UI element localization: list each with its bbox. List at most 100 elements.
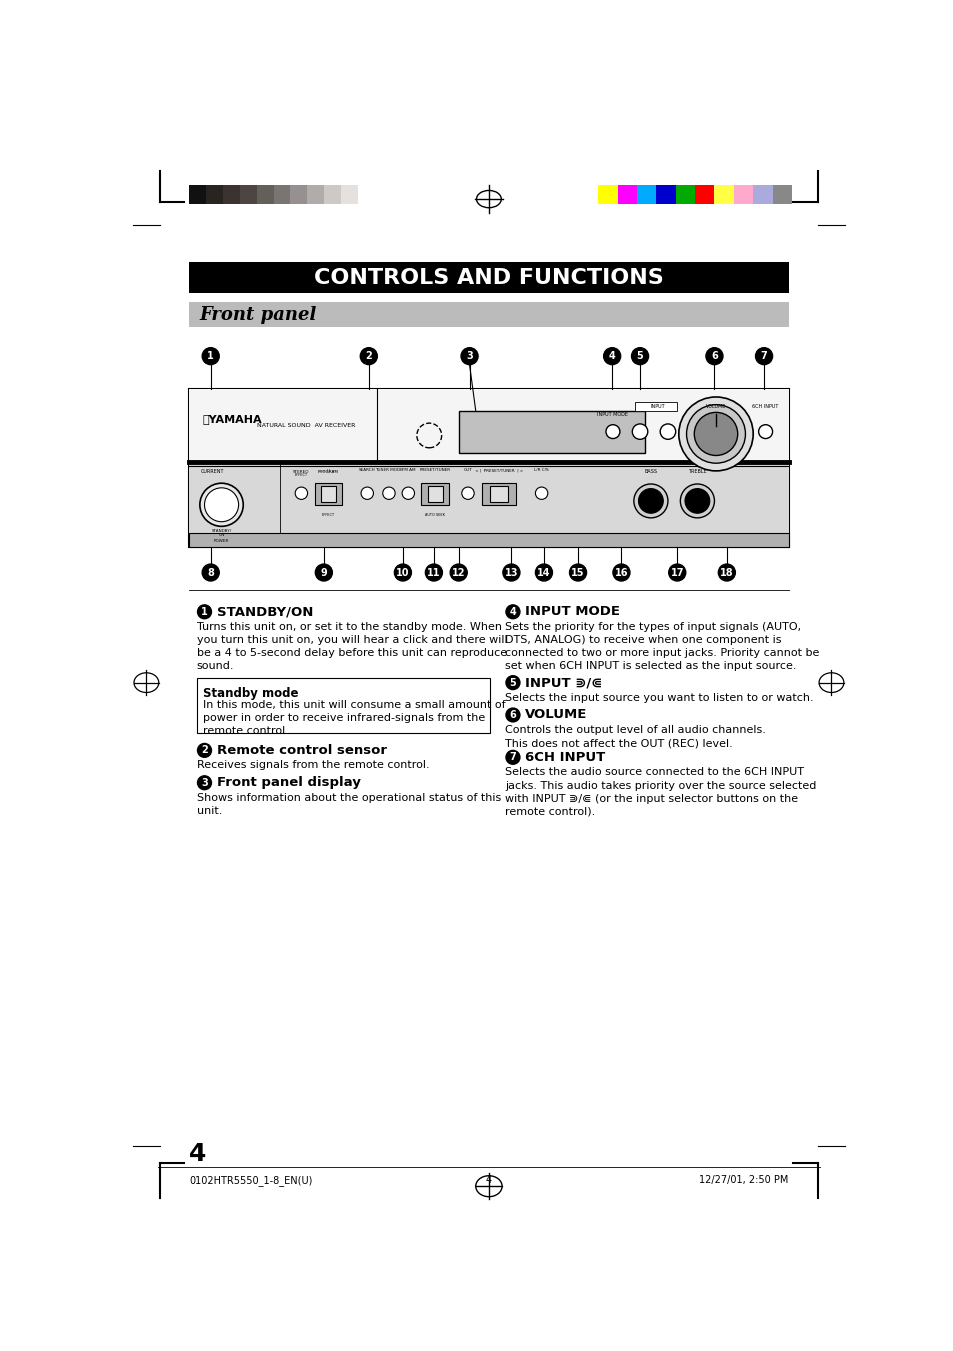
Circle shape bbox=[612, 565, 629, 581]
Circle shape bbox=[202, 347, 219, 365]
Text: PROGRAM: PROGRAM bbox=[317, 470, 338, 474]
Text: INPUT ⋑/⋐: INPUT ⋑/⋐ bbox=[525, 676, 602, 689]
Text: POWER: POWER bbox=[213, 539, 229, 543]
Text: Front panel: Front panel bbox=[199, 305, 317, 324]
Text: 9: 9 bbox=[320, 567, 327, 577]
Circle shape bbox=[758, 424, 772, 439]
Circle shape bbox=[197, 743, 212, 758]
Text: CURRENT: CURRENT bbox=[200, 469, 224, 474]
Text: INPUT MODE: INPUT MODE bbox=[525, 605, 619, 619]
Bar bbox=[481, 484, 516, 505]
Circle shape bbox=[425, 565, 442, 581]
Circle shape bbox=[294, 488, 307, 500]
Text: 10: 10 bbox=[395, 567, 409, 577]
Bar bbox=[772, 185, 791, 204]
Text: 4: 4 bbox=[189, 1142, 206, 1166]
Circle shape bbox=[755, 347, 772, 365]
Text: Selects the input source you want to listen to or watch.: Selects the input source you want to lis… bbox=[505, 693, 813, 703]
Circle shape bbox=[705, 347, 722, 365]
Text: 5: 5 bbox=[636, 351, 642, 361]
Circle shape bbox=[382, 488, 395, 500]
Text: Turns this unit on, or set it to the standby mode. When
you turn this unit on, y: Turns this unit on, or set it to the sta… bbox=[196, 621, 507, 671]
Bar bbox=[714, 185, 733, 204]
Circle shape bbox=[679, 397, 753, 471]
Text: 4: 4 bbox=[608, 351, 615, 361]
Text: 12/27/01, 2:50 PM: 12/27/01, 2:50 PM bbox=[699, 1175, 788, 1185]
Text: PRESET/TUNER: PRESET/TUNER bbox=[419, 467, 451, 471]
Circle shape bbox=[668, 565, 685, 581]
Circle shape bbox=[694, 412, 737, 455]
Circle shape bbox=[450, 565, 467, 581]
Circle shape bbox=[197, 775, 212, 790]
Text: 15: 15 bbox=[571, 567, 584, 577]
Bar bbox=[256, 185, 274, 204]
Circle shape bbox=[679, 484, 714, 517]
Text: Sets the priority for the types of input signals (AUTO,
DTS, ANALOG) to receive : Sets the priority for the types of input… bbox=[505, 621, 819, 671]
Bar bbox=[753, 185, 772, 204]
Text: STANDBY/
ON: STANDBY/ ON bbox=[212, 528, 232, 538]
Circle shape bbox=[603, 347, 620, 365]
Text: FM AM: FM AM bbox=[401, 467, 415, 471]
Circle shape bbox=[199, 484, 243, 527]
Bar bbox=[421, 484, 449, 505]
Text: 1: 1 bbox=[207, 351, 213, 361]
Text: EFFECT: EFFECT bbox=[294, 473, 308, 477]
Text: L/R C/S: L/R C/S bbox=[534, 467, 548, 471]
Circle shape bbox=[460, 347, 477, 365]
Text: 6: 6 bbox=[710, 351, 717, 361]
Text: AUTO SEEK: AUTO SEEK bbox=[425, 513, 445, 517]
Circle shape bbox=[684, 489, 709, 513]
Text: 12: 12 bbox=[452, 567, 465, 577]
Bar bbox=[189, 534, 788, 547]
Bar bbox=[314, 484, 342, 505]
Text: SEARCH: SEARCH bbox=[358, 467, 375, 471]
Circle shape bbox=[402, 488, 415, 500]
Text: CONTROLS AND FUNCTIONS: CONTROLS AND FUNCTIONS bbox=[314, 267, 663, 288]
Text: Receives signals from the remote control.: Receives signals from the remote control… bbox=[196, 761, 429, 770]
Text: 4: 4 bbox=[509, 607, 516, 617]
Circle shape bbox=[569, 565, 586, 581]
Circle shape bbox=[659, 424, 675, 439]
Circle shape bbox=[360, 347, 377, 365]
Circle shape bbox=[632, 424, 647, 439]
Text: INPUT: INPUT bbox=[650, 404, 664, 409]
Bar bbox=[320, 485, 335, 503]
Circle shape bbox=[535, 565, 552, 581]
Bar bbox=[196, 678, 489, 734]
Text: 1: 1 bbox=[201, 607, 208, 617]
Text: 3: 3 bbox=[201, 778, 208, 788]
Text: 3: 3 bbox=[466, 351, 473, 361]
Text: 2: 2 bbox=[365, 351, 372, 361]
Text: VOLUME: VOLUME bbox=[705, 404, 725, 409]
Text: 7: 7 bbox=[760, 351, 766, 361]
Bar bbox=[324, 185, 341, 204]
Text: Front panel display: Front panel display bbox=[216, 777, 360, 789]
Bar bbox=[733, 185, 753, 204]
Bar bbox=[189, 262, 788, 293]
Text: 6CH INPUT: 6CH INPUT bbox=[525, 751, 605, 763]
Text: < |  PRESET/TUNER  | >: < | PRESET/TUNER | > bbox=[475, 467, 522, 471]
Circle shape bbox=[394, 565, 411, 581]
Text: OUT: OUT bbox=[463, 467, 472, 471]
Circle shape bbox=[502, 565, 519, 581]
Text: 16: 16 bbox=[614, 567, 627, 577]
Circle shape bbox=[505, 605, 519, 619]
Bar bbox=[341, 185, 357, 204]
Bar bbox=[617, 185, 637, 204]
Circle shape bbox=[505, 750, 519, 765]
Bar bbox=[489, 485, 508, 503]
Text: Shows information about the operational status of this
unit.: Shows information about the operational … bbox=[196, 793, 500, 816]
Text: Controls the output level of all audio channels.
This does not affect the OUT (R: Controls the output level of all audio c… bbox=[505, 725, 765, 748]
Text: ⓈYAMAHA: ⓈYAMAHA bbox=[203, 413, 262, 423]
Circle shape bbox=[315, 565, 332, 581]
Text: < |: < | bbox=[321, 467, 327, 471]
Text: | >: | > bbox=[329, 467, 335, 471]
Circle shape bbox=[204, 488, 238, 521]
Text: Remote control sensor: Remote control sensor bbox=[216, 744, 387, 757]
Bar bbox=[189, 462, 788, 547]
Text: 6: 6 bbox=[509, 711, 516, 720]
Bar bbox=[427, 485, 443, 503]
Circle shape bbox=[686, 405, 744, 463]
Text: STEREO: STEREO bbox=[293, 470, 310, 474]
Text: TREBLE: TREBLE bbox=[687, 469, 706, 474]
